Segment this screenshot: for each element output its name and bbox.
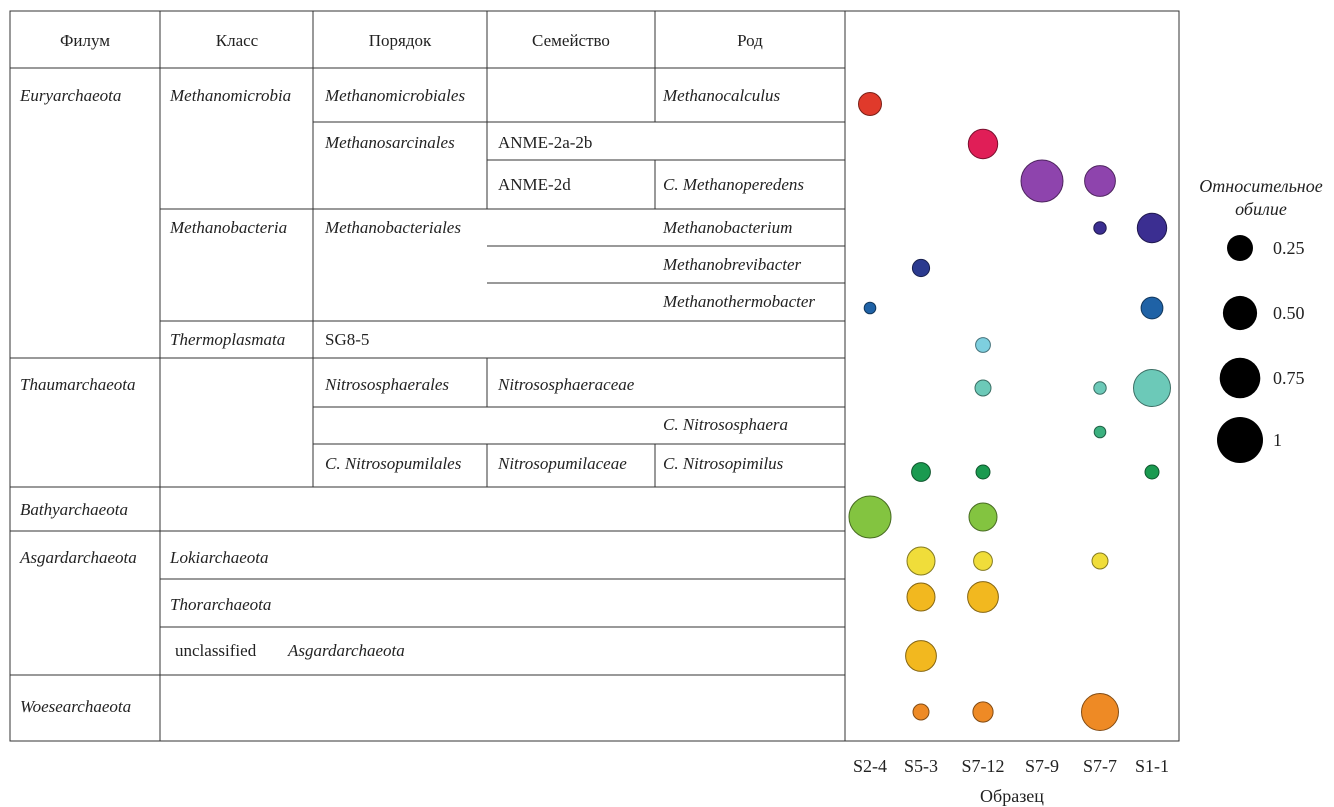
- bubble-row8-S7-7: [1093, 425, 1107, 439]
- order-nitrosopumilales: C. Nitrosopumilales: [325, 454, 462, 473]
- table-grid: [9, 10, 1180, 742]
- bubble-row11-S7-12: [973, 551, 993, 571]
- bubble-row1-S7-12: [967, 128, 999, 160]
- phylum-euryarchaeota: Euryarchaeota: [19, 86, 121, 105]
- order-methanomicrobiales: Methanomicrobiales: [324, 86, 465, 105]
- bubble-row6-S7-12: [975, 337, 991, 353]
- class-methanomicrobia: Methanomicrobia: [169, 86, 291, 105]
- legend-label-3: 1: [1273, 430, 1282, 450]
- genus-methanothermobacter: Methanothermobacter: [662, 292, 815, 311]
- bubble-row10-S7-12: [968, 502, 998, 532]
- class-thermoplasmata: Thermoplasmata: [170, 330, 285, 349]
- sample-axis-labels: S2-4 S5-3 S7-12 S7-9 S7-7 S1-1: [853, 756, 1169, 776]
- class-unclassified-prefix: unclassified: [175, 641, 257, 660]
- order-methanosarcinales: Methanosarcinales: [324, 133, 455, 152]
- legend-title-line-1: Относительное: [1199, 176, 1322, 196]
- bubble-row3-S7-7: [1093, 221, 1107, 235]
- bubble-row12-S7-12: [967, 581, 999, 613]
- sample-label-S5-3: S5-3: [904, 756, 938, 776]
- family-anme-2d: ANME-2d: [498, 175, 571, 194]
- header-class: Класс: [216, 31, 259, 50]
- bubble-row5-S1-1: [1140, 296, 1164, 320]
- genus-methanoperedens: C. Methanoperedens: [663, 175, 804, 194]
- class-unclassified-name: Asgardarchaeota: [287, 641, 405, 660]
- bubble-row9-S5-3: [911, 462, 931, 482]
- header-phylum: Филум: [60, 31, 110, 50]
- bubble-row7-S1-1: [1133, 369, 1171, 407]
- bubble-row7-S7-7: [1093, 381, 1107, 395]
- family-nitrosopumilaceae: Nitrosopumilaceae: [497, 454, 627, 473]
- bubble-row11-S5-3: [906, 546, 936, 576]
- x-axis-label: Образец: [980, 786, 1044, 806]
- order-methanobacteriales: Methanobacteriales: [324, 218, 461, 237]
- bubble-row11-S7-7: [1091, 552, 1109, 570]
- bubble-row4-S5-3: [911, 258, 931, 278]
- legend-bubble-2: [1219, 357, 1261, 399]
- legend-bubble-3: [1217, 417, 1263, 463]
- sample-label-S1-1: S1-1: [1135, 756, 1169, 776]
- table-headers: Филум Класс Порядок Семейство Род: [60, 31, 763, 50]
- family-anme-2a-2b: ANME-2a-2b: [498, 133, 592, 152]
- bubble-row9-S7-12: [975, 464, 991, 480]
- bubble-row12-S5-3: [906, 582, 936, 612]
- size-legend: Относительное обилие 0.25 0.50 0.75 1: [1199, 176, 1323, 463]
- legend-bubble-0: [1227, 235, 1253, 261]
- bubble-row3-S1-1: [1136, 212, 1168, 244]
- order-sg8-5: SG8-5: [325, 330, 369, 349]
- legend-title-line-2: обилие: [1235, 199, 1287, 219]
- bubble-row9-S1-1: [1144, 464, 1160, 480]
- phylum-woesearchaeota: Woesearchaeota: [20, 697, 131, 716]
- phylum-thaumarchaeota: Thaumarchaeota: [20, 375, 136, 394]
- genus-nitrososphaera: C. Nitrososphaera: [663, 415, 788, 434]
- header-family: Семейство: [532, 31, 610, 50]
- sample-label-S7-7: S7-7: [1083, 756, 1117, 776]
- bubble-row14-S5-3: [912, 703, 930, 721]
- legend-label-2: 0.75: [1273, 368, 1305, 388]
- header-genus: Род: [737, 31, 763, 50]
- phylum-bathyarchaeota: Bathyarchaeota: [20, 500, 128, 519]
- legend-label-0: 0.25: [1273, 238, 1305, 258]
- bubble-row7-S7-12: [974, 379, 992, 397]
- header-order: Порядок: [369, 31, 432, 50]
- phylum-asgardarchaeota: Asgardarchaeota: [19, 548, 137, 567]
- table-cells: Euryarchaeota Methanomicrobia Methanomic…: [19, 86, 815, 716]
- bubble-row10-S2-4: [848, 495, 892, 539]
- bubble-row2-S7-9: [1020, 159, 1064, 203]
- class-thorarchaeota: Thorarchaeota: [170, 595, 271, 614]
- bubble-row14-S7-12: [972, 701, 994, 723]
- legend-bubble-1: [1222, 295, 1258, 331]
- class-lokiarchaeota: Lokiarchaeota: [169, 548, 269, 567]
- bubble-marks: [848, 92, 1171, 731]
- class-methanobacteria: Methanobacteria: [169, 218, 287, 237]
- genus-nitrosopimilus: C. Nitrosopimilus: [663, 454, 784, 473]
- genus-methanocalculus: Methanocalculus: [662, 86, 780, 105]
- bubble-row2-S7-7: [1084, 165, 1116, 197]
- bubble-row14-S7-7: [1081, 693, 1119, 731]
- bubble-row0-S2-4: [858, 92, 882, 116]
- family-nitrososphaeraceae: Nitrososphaeraceae: [497, 375, 635, 394]
- order-nitrososphaerales: Nitrososphaerales: [324, 375, 449, 394]
- sample-label-S7-9: S7-9: [1025, 756, 1059, 776]
- bubble-row13-S5-3: [905, 640, 937, 672]
- bubble-row5-S2-4: [863, 301, 877, 315]
- genus-methanobrevibacter: Methanobrevibacter: [662, 255, 802, 274]
- sample-label-S7-12: S7-12: [961, 756, 1004, 776]
- sample-label-S2-4: S2-4: [853, 756, 887, 776]
- legend-label-1: 0.50: [1273, 303, 1305, 323]
- genus-methanobacterium: Methanobacterium: [662, 218, 792, 237]
